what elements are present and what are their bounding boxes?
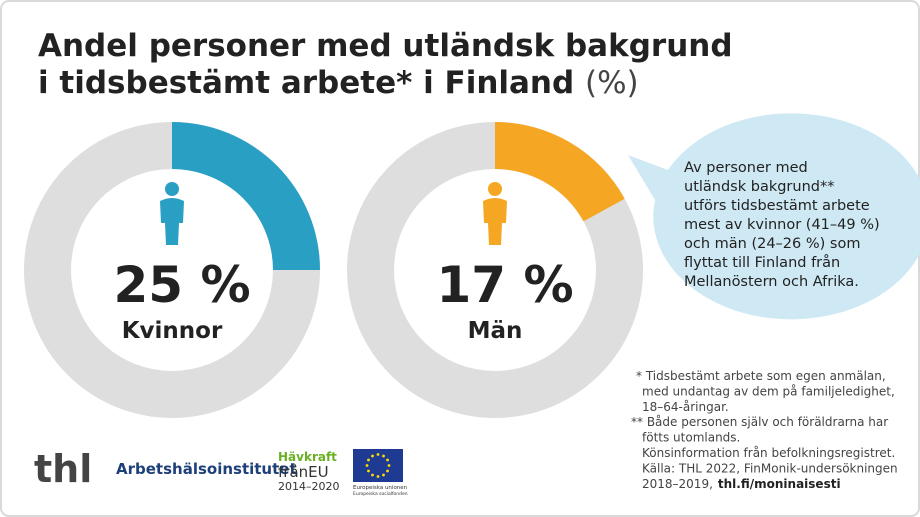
source-link: thl.fi/moninaisesti (718, 477, 841, 491)
thl-logo: thl (34, 447, 92, 491)
donut-segment (495, 122, 625, 222)
callout-line: Av personer med (684, 160, 808, 176)
eu-star (365, 464, 369, 467)
person-icon (488, 182, 502, 196)
eu-text: Europeiska unionen (353, 485, 408, 491)
eu-star (376, 475, 380, 478)
value-label: 25 % (113, 256, 250, 314)
footnote-line: 2018–2019, (642, 477, 713, 491)
footnote-line: ** Både personen själv och föräldrarna h… (631, 415, 888, 429)
callout-line: mest av kvinnor (41–49 %) (684, 217, 880, 233)
eu-star (371, 454, 374, 458)
footnote-line: Källa: THL 2022, FinMonik-undersökningen (642, 461, 898, 475)
esf-logo: frånEU (278, 463, 329, 481)
callout-line: flyttat till Finland från (684, 254, 840, 271)
callout-bubble (628, 113, 920, 320)
eu-star (367, 458, 370, 462)
category-label: Män (468, 318, 523, 344)
eu-star (371, 473, 374, 477)
callout-line: Mellanöstern och Afrika. (684, 274, 859, 290)
eu-star (376, 453, 380, 456)
title-line: i tidsbestämt arbete* i Finland (38, 65, 574, 101)
donut-segment (172, 122, 320, 270)
charts: 25 % Kvinnor 17 % Män (24, 122, 643, 418)
callout-line: och män (24–26 %) som (684, 236, 860, 252)
esf-logo: 2014–2020 (278, 480, 340, 493)
eu-star (382, 454, 385, 458)
person-icon (165, 182, 179, 196)
callout: Av personer med utländsk bakgrund** utförs… (684, 160, 880, 290)
callout-line: utländsk bakgrund** (684, 179, 834, 195)
title-unit: (%) (585, 65, 639, 101)
footnotes: * Tidsbestämt arbete som egen anmälan,me… (631, 369, 898, 491)
footnote-line: med undantag av dem på familjeledighet, (642, 384, 895, 398)
eu-star (367, 469, 370, 473)
callout-line: utförs tidsbestämt arbete (684, 198, 870, 214)
title-line: i tidsbestämt arbete* i Finland (%) (38, 65, 639, 101)
footnote-line: fötts utomlands. (642, 431, 740, 445)
ttl-logo: Arbetshälsoinstitutet (116, 460, 297, 478)
person-icon (160, 198, 184, 245)
eu-star (386, 458, 389, 462)
footnote-line: 18–64-åringar. (642, 400, 729, 414)
esf-logo: Hävkraft (278, 450, 337, 464)
value-label: 17 % (436, 256, 573, 314)
eu-stars (365, 453, 391, 478)
eu-star (386, 469, 389, 473)
eu-text: Europeiska socialfonden (353, 491, 408, 497)
category-label: Kvinnor (122, 318, 223, 344)
footnote-line: Könsinformation från befolkningsregistre… (642, 446, 895, 460)
footnote-line: * Tidsbestämt arbete som egen anmälan, (636, 369, 886, 383)
title-line: Andel personer med utländsk bakgrund (38, 28, 733, 64)
person-icon (483, 198, 507, 245)
eu-star (382, 473, 385, 477)
eu-star (387, 464, 391, 467)
